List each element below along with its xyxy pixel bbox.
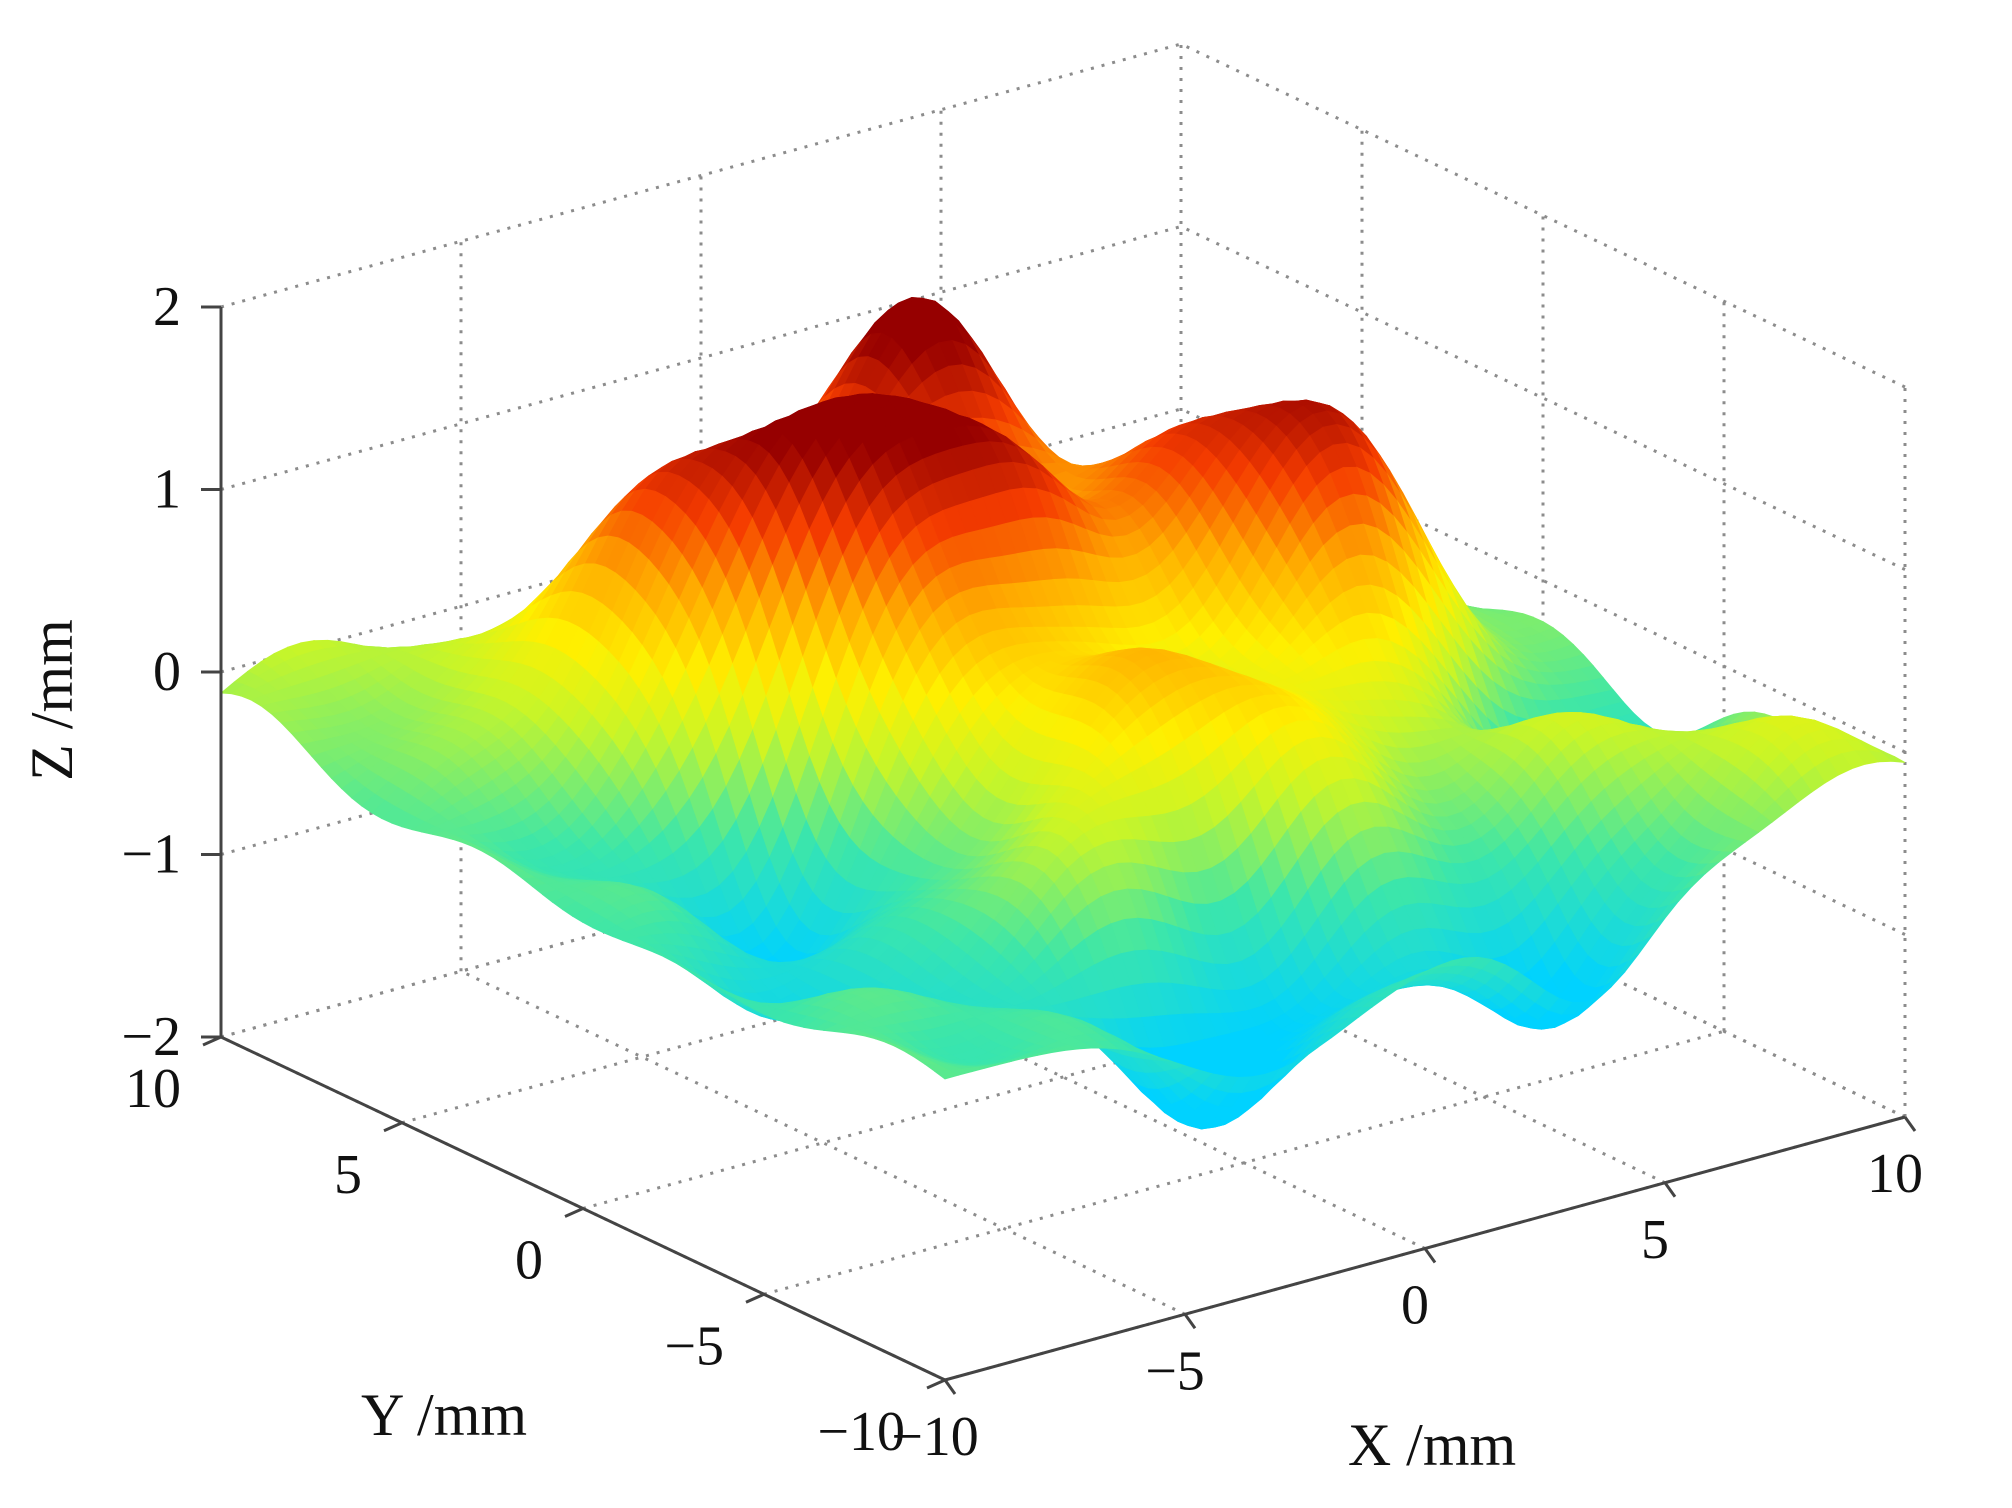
side-wall-grid-line-z xyxy=(1181,44,1905,387)
surface-layer xyxy=(221,298,1905,1130)
back-wall-grid-line-z xyxy=(221,44,1181,307)
